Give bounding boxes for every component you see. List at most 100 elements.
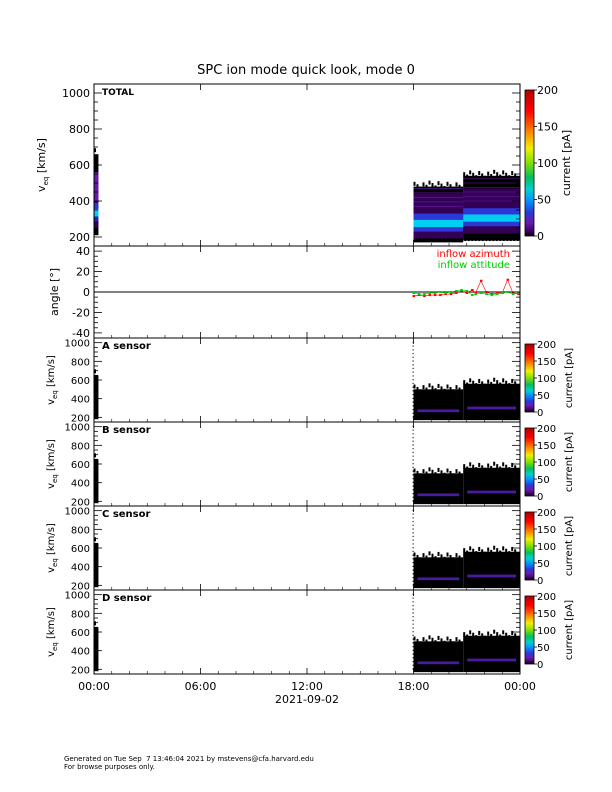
heatmap-edge-total xyxy=(514,173,517,178)
heatmap-dot xyxy=(412,451,414,454)
heatmap-dot xyxy=(412,455,414,457)
heatmap-speckle xyxy=(446,238,449,241)
heatmap-edge-A xyxy=(481,381,484,386)
heatmap-dot xyxy=(412,386,414,388)
heatmap-edge-D xyxy=(422,637,425,642)
ytick-label: 800 xyxy=(71,609,90,620)
heatmap-edge-A xyxy=(490,381,493,386)
ytick-label: 400 xyxy=(71,395,90,406)
heatmap-edge-total xyxy=(490,174,493,178)
heatmap-edge-D xyxy=(502,630,505,635)
heatmap-dot xyxy=(412,539,414,541)
heatmap-edge-B xyxy=(446,468,449,473)
heatmap-edge-A xyxy=(452,389,455,394)
heatmap-edge-C xyxy=(94,537,96,542)
angle-series-azimuth xyxy=(413,278,519,297)
colorbar-tick-label: 0 xyxy=(537,576,543,587)
heatmap-edge-total xyxy=(443,186,446,190)
heatmap-edge-A xyxy=(499,382,502,387)
colorbar-label-D: current [pA] xyxy=(564,600,575,660)
heatmap-block-C-0 xyxy=(94,543,99,588)
heatmap-edge-B xyxy=(469,462,472,467)
heatmap-edge-total xyxy=(416,184,419,189)
heatmap-band-C xyxy=(467,574,516,578)
heatmap-dot xyxy=(412,382,414,384)
heatmap-edge-D xyxy=(431,637,434,642)
heatmap-edge-total xyxy=(505,172,508,177)
heatmap-speckle xyxy=(457,238,460,241)
heatmap-edge-A xyxy=(484,383,487,388)
heatmap-dot xyxy=(412,562,414,564)
heatmap-dot xyxy=(412,371,414,373)
colorbar-tick-label: 100 xyxy=(537,157,558,170)
ytick-label: 200 xyxy=(71,665,90,676)
heatmap-dot xyxy=(412,576,414,579)
heatmap-edge-total xyxy=(446,181,449,186)
heatmap-dot xyxy=(412,604,414,607)
heatmap-edge-D xyxy=(437,635,440,640)
ytick-label: 200 xyxy=(69,231,90,244)
ytick-label: 400 xyxy=(71,479,90,490)
colorbar-tick-label: 0 xyxy=(537,492,543,503)
heatmap-edge-total xyxy=(431,183,434,187)
heatmap-left-haze xyxy=(94,172,99,201)
heatmap-speckle xyxy=(422,238,425,241)
colorbar-tick-label: 100 xyxy=(537,458,556,469)
heatmap-dot xyxy=(412,485,414,487)
heatmap-dot xyxy=(412,390,414,392)
heatmap-edge-C xyxy=(434,556,437,561)
heatmap-edge-total xyxy=(481,173,484,178)
heatmap-edge-D xyxy=(425,639,428,644)
panel-label-total: TOTAL xyxy=(102,88,134,98)
heatmap-dot xyxy=(412,463,414,465)
heatmap-edge-A xyxy=(422,385,425,390)
heatmap-edge-C xyxy=(440,554,443,559)
heatmap-edge-B xyxy=(478,462,481,467)
colorbar-label-C: current [pA] xyxy=(564,516,575,576)
footer-generated-line: Generated on Tue Sep 7 13:46:04 2021 by … xyxy=(64,755,314,763)
heatmap-dot xyxy=(412,364,414,366)
panel-C: 200 400 600 800 1000 C sensor veq [km/s] 0 50 100… xyxy=(46,505,575,592)
heatmap-dot xyxy=(412,524,414,526)
heatmap-edge-A xyxy=(469,378,472,383)
heatmap-dot xyxy=(412,597,414,599)
heatmap-edge-D xyxy=(481,633,484,638)
heatmap-speckle xyxy=(474,238,477,241)
heatmap-dot xyxy=(412,513,414,515)
heatmap-edge-D xyxy=(455,637,458,642)
ytick-label: 20 xyxy=(76,266,90,279)
heatmap-edge-D xyxy=(463,632,466,637)
heatmap-block-B-0 xyxy=(94,459,99,504)
colorbar-tick-label: 150 xyxy=(537,121,558,134)
heatmap-edge-C xyxy=(425,555,428,560)
heatmap-edge-total xyxy=(458,184,461,189)
heatmap-edge-C xyxy=(472,548,475,553)
heatmap-edge-A xyxy=(478,378,481,383)
heatmap-edge-D xyxy=(416,638,419,643)
heatmap-block-B-1 xyxy=(413,473,464,505)
colorbar-D xyxy=(524,595,535,665)
heatmap-dot xyxy=(412,532,414,534)
heatmap-dot xyxy=(412,619,414,622)
heatmap-dot xyxy=(412,433,414,435)
heatmap-edge-B xyxy=(511,462,514,467)
heatmap-speckle xyxy=(495,238,498,241)
heatmap-edge-D xyxy=(443,640,446,645)
heatmap-edge-total xyxy=(94,148,96,153)
heatmap-edge-C xyxy=(484,551,487,556)
panel-label-A: A sensor xyxy=(102,341,151,352)
heatmap-edge-C xyxy=(502,546,505,551)
heatmap-band-A xyxy=(467,406,516,410)
heatmap-edge-A xyxy=(434,388,437,393)
heatmap-edge-C xyxy=(478,546,481,551)
heatmap-edge-A xyxy=(428,383,431,388)
colorbar-label-A: current [pA] xyxy=(564,348,575,408)
heatmap-edge-B xyxy=(458,471,461,476)
heatmap-dot xyxy=(412,627,414,629)
heatmap-block-D-1 xyxy=(413,641,464,673)
footer-browse-note: For browse purposes only. xyxy=(64,763,155,771)
heatmap-edge-total xyxy=(422,182,425,187)
heatmap-dot xyxy=(412,429,414,431)
colorbar-tick-label: 150 xyxy=(537,525,556,536)
